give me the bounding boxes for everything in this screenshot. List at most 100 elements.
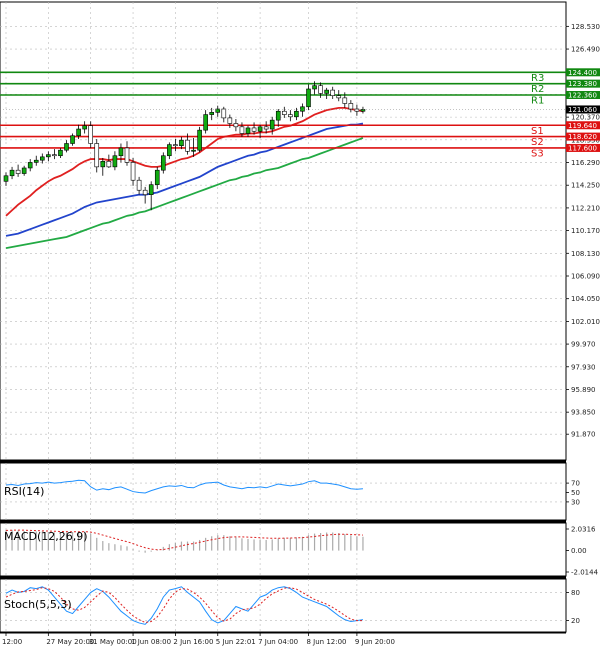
- candle-body: [209, 112, 214, 115]
- candle-body: [233, 123, 239, 128]
- price-tick-label: 120.370: [571, 114, 600, 122]
- candle-body: [112, 155, 118, 168]
- candle-body: [263, 126, 269, 130]
- time-tick-label: 7 Jun 04:00: [258, 638, 298, 646]
- stoch-tick-label: 20: [571, 617, 580, 625]
- candle-body: [124, 147, 130, 163]
- candle-body: [179, 139, 184, 147]
- candle-body: [167, 144, 172, 157]
- time-tick-label: 2 Jun 16:00: [173, 638, 213, 646]
- candle-body: [251, 127, 257, 132]
- time-tick-label: 31 May 00:00: [89, 638, 137, 646]
- price-tick-label: 95.890: [571, 386, 596, 394]
- candle-body: [100, 161, 106, 168]
- price-tick-label: 104.050: [571, 295, 600, 303]
- macd-tick-label: -2.0144: [571, 569, 599, 577]
- candle-body: [39, 156, 45, 161]
- price-tick-label: 93.850: [571, 409, 596, 417]
- candle-body: [46, 154, 51, 158]
- candle-body: [9, 169, 15, 177]
- candle-body: [130, 162, 136, 181]
- time-tick-label: 1 Jun 08:00: [131, 638, 171, 646]
- candle-body: [318, 85, 323, 94]
- candle-body: [136, 179, 142, 191]
- price-tick-label: 106.090: [571, 272, 600, 280]
- candle-body: [15, 169, 21, 174]
- level-price-tag-s3: [566, 143, 600, 152]
- level-price-tag-text-r1: 122.360: [568, 91, 597, 99]
- levels: R3 124.400 R2 123.380 R1 122.360 S1 119.640 S2 11…: [0, 68, 600, 159]
- time-tick-label: 9 Jun 20:00: [355, 638, 395, 646]
- time-tick-label: 5 Jun 22:01: [216, 638, 256, 646]
- level-name-r3: R3: [531, 73, 544, 84]
- price-tick-label: 112.210: [571, 204, 600, 212]
- level-name-r2: R2: [531, 84, 544, 95]
- candle-body: [82, 125, 87, 130]
- candle-body: [215, 108, 221, 113]
- candle-body: [161, 155, 166, 171]
- candle-body: [312, 85, 317, 90]
- candle-body: [239, 126, 245, 134]
- level-price-tag-r3: [566, 68, 600, 77]
- candle-body: [154, 169, 160, 185]
- rsi-label: RSI(14): [4, 485, 44, 498]
- candle-body: [221, 108, 227, 119]
- price-tick-label: 126.490: [571, 46, 600, 54]
- candle-body: [324, 89, 329, 94]
- candle-body: [94, 143, 100, 168]
- current-price-tag: [566, 105, 600, 114]
- price-tick-label: 108.130: [571, 250, 600, 258]
- price-tick-label: 97.930: [571, 363, 596, 371]
- stoch-d-line: [5, 587, 363, 623]
- level-price-tag-r1: [566, 90, 600, 99]
- candles: [3, 81, 366, 211]
- rsi-tick-label: 50: [571, 489, 580, 497]
- macd-pane-border: [0, 522, 567, 577]
- candle-body: [21, 167, 27, 174]
- level-name-s2: S2: [531, 137, 544, 148]
- price-tick-label: 91.870: [571, 431, 596, 439]
- candle-body: [203, 114, 208, 131]
- candle-body: [275, 110, 281, 121]
- stoch-pane-border: [0, 578, 567, 633]
- stoch-tick-label: 80: [571, 589, 580, 597]
- candle-body: [281, 110, 287, 115]
- level-price-tag-s1: [566, 121, 600, 130]
- candle-body: [88, 125, 93, 144]
- candle-body: [52, 154, 57, 157]
- candle-body: [360, 109, 366, 112]
- candle-body: [197, 129, 202, 151]
- candle-body: [257, 126, 263, 132]
- candle-body: [64, 143, 69, 151]
- stoch-pane: 80 20 Stoch(5,5,3): [0, 586, 580, 625]
- candle-body: [245, 127, 251, 134]
- level-name-s1: S1: [531, 126, 544, 137]
- candle-body: [294, 110, 299, 118]
- price-tick-label: 110.170: [571, 227, 600, 235]
- candle-body: [269, 119, 275, 130]
- level-name-s3: S3: [531, 148, 544, 159]
- candle-body: [191, 149, 196, 152]
- level-price-tag-text-s1: 119.640: [568, 122, 597, 130]
- candle-body: [76, 128, 81, 137]
- ma-line-3: [5, 137, 364, 249]
- candle-body: [227, 117, 233, 124]
- price-tick-label: 114.250: [571, 182, 600, 190]
- time-tick-label: 8 Jun 12:00: [307, 638, 347, 646]
- level-price-tag-r2: [566, 79, 600, 88]
- candle-body: [348, 103, 354, 110]
- macd-pane: 2.0316 0.00 -2.0144 MACD(12,26,9): [4, 526, 599, 577]
- candle-body: [70, 135, 75, 144]
- candle-body: [118, 147, 124, 157]
- candle-body: [185, 139, 190, 152]
- stoch-k-line: [5, 586, 364, 625]
- ma-line-2: [5, 122, 364, 237]
- candle-body: [306, 88, 311, 108]
- time-tick-label: 27 May 20:00: [46, 638, 94, 646]
- candle-body: [330, 89, 336, 96]
- time-tick-label: 12:00: [2, 638, 22, 646]
